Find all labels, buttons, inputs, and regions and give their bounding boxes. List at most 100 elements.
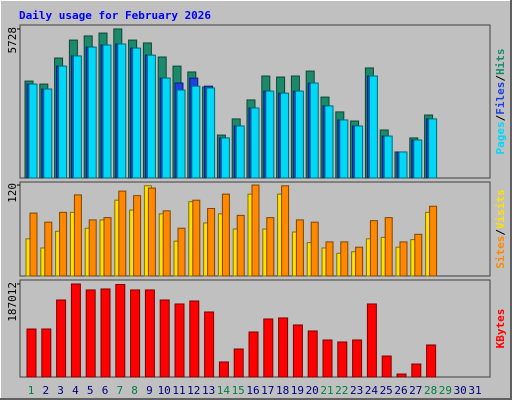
bar (280, 92, 290, 179)
legend-entry: Hits (494, 49, 507, 76)
x-tick-label: 5 (87, 384, 94, 397)
x-tick-label: 10 (158, 384, 171, 397)
legend-separator: / (494, 75, 507, 82)
bar (340, 241, 349, 277)
bar (102, 44, 112, 179)
x-tick-label: 27 (409, 384, 422, 397)
bar (220, 137, 230, 179)
legend-entry: Pages (494, 121, 507, 154)
bar (176, 89, 186, 179)
bar (59, 211, 68, 277)
bar (325, 241, 334, 277)
bar (368, 75, 378, 179)
bar (322, 339, 333, 378)
bar (28, 83, 38, 179)
x-tick-label: 6 (102, 384, 109, 397)
bar (41, 328, 52, 378)
bar (265, 90, 275, 179)
bar (235, 125, 245, 179)
bar (384, 217, 393, 277)
x-tick-label: 20 (306, 384, 319, 397)
bar (324, 105, 334, 179)
bar (278, 317, 289, 378)
x-tick-label: 25 (380, 384, 393, 397)
bar (339, 119, 349, 179)
y-tick-label: 5728 (6, 27, 19, 53)
bar (189, 300, 200, 378)
bar (26, 328, 37, 378)
bar (366, 303, 377, 378)
bar (221, 193, 230, 277)
bar (294, 90, 304, 179)
legend: Pages/Files/Hits (494, 49, 507, 155)
bar (206, 87, 216, 179)
x-tick-label: 19 (291, 384, 304, 397)
bar (248, 331, 259, 378)
x-tick-label: 8 (131, 384, 138, 397)
bar (103, 217, 112, 277)
bar (414, 233, 423, 277)
x-tick-label: 11 (172, 384, 185, 397)
bar (292, 324, 303, 378)
bar (146, 54, 156, 179)
bar (85, 289, 96, 378)
bar (207, 208, 216, 277)
bar (411, 363, 422, 378)
bar (233, 348, 244, 378)
bar (428, 118, 438, 179)
bar (396, 373, 407, 378)
bar (263, 318, 274, 378)
x-tick-label: 1 (28, 384, 35, 397)
bar (115, 283, 126, 378)
bar (192, 199, 201, 277)
bar (70, 283, 81, 378)
x-tick-label: 23 (350, 384, 363, 397)
x-tick-label: 28 (424, 384, 437, 397)
bar (144, 289, 155, 378)
x-tick-label: 15 (232, 384, 245, 397)
bar (191, 85, 201, 179)
x-tick-label: 12 (187, 384, 200, 397)
bar (130, 289, 141, 378)
x-tick-label: 9 (146, 384, 153, 397)
bar (426, 344, 437, 378)
x-tick-label: 18 (276, 384, 289, 397)
bar (147, 187, 156, 277)
bar (429, 205, 438, 277)
legend-separator: / (494, 229, 507, 236)
x-tick-label: 7 (116, 384, 123, 397)
bar (87, 46, 97, 179)
bar (251, 184, 260, 277)
bar (58, 65, 68, 179)
bar (73, 194, 82, 277)
legend: KBytes (494, 309, 507, 349)
x-tick-label: 16 (246, 384, 259, 397)
bar (100, 288, 111, 378)
bar (204, 311, 215, 378)
bar (159, 299, 170, 378)
bar (354, 125, 364, 179)
bar (383, 135, 393, 179)
x-tick-label: 22 (335, 384, 348, 397)
x-tick-label: 2 (42, 384, 49, 397)
legend: Sites/Visits (494, 189, 507, 269)
bar (281, 185, 290, 277)
bar (117, 43, 127, 179)
bar (369, 220, 378, 277)
legend-entry: Visits (494, 189, 507, 229)
bar (132, 47, 142, 179)
bar (161, 77, 171, 179)
bar (236, 214, 245, 277)
bar (309, 82, 319, 179)
bar (381, 355, 392, 378)
x-tick-label: 24 (365, 384, 379, 397)
bar (44, 221, 53, 277)
x-tick-label: 17 (261, 384, 274, 397)
x-tick-label: 4 (72, 384, 79, 397)
x-tick-label: 26 (394, 384, 407, 397)
legend-separator: / (494, 114, 507, 121)
x-tick-label: 21 (320, 384, 333, 397)
bar (43, 88, 53, 179)
